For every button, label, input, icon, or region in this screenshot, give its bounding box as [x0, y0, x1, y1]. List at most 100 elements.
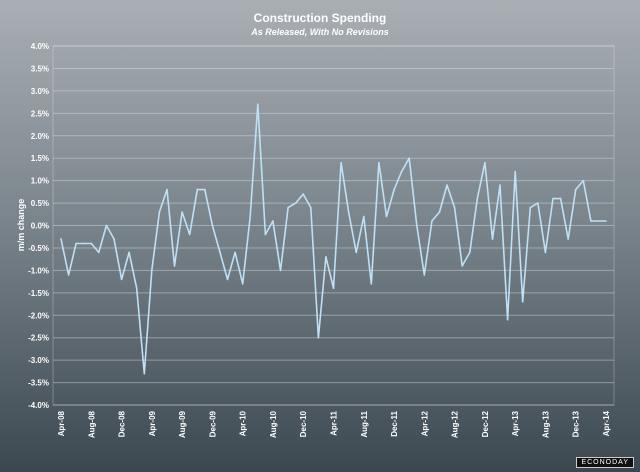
data-point [135, 287, 138, 290]
y-tick-label: 3.0% [31, 87, 49, 96]
data-point [446, 184, 448, 186]
data-point [552, 197, 554, 200]
data-point [173, 265, 176, 267]
x-tick-label: Apr-09 [148, 410, 157, 436]
data-point [166, 188, 168, 191]
x-tick-label: Aug-12 [451, 410, 460, 438]
data-point [408, 157, 410, 159]
data-point [120, 278, 123, 281]
data-point [226, 278, 229, 281]
y-tick-label: 1.5% [31, 154, 49, 163]
data-point [468, 251, 471, 254]
data-point [181, 211, 183, 213]
data-point [241, 283, 244, 285]
data-point [340, 161, 342, 164]
chart-subtitle: As Released, With No Revisions [251, 27, 389, 37]
data-point [544, 251, 547, 254]
x-tick-label: Apr-08 [57, 410, 66, 436]
data-point [325, 256, 327, 258]
data-point [582, 179, 585, 182]
data-point [590, 220, 592, 222]
data-point [370, 283, 373, 285]
data-point [461, 265, 463, 267]
x-tick-label: Aug-10 [269, 410, 278, 438]
y-tick-label: 3.5% [31, 64, 49, 73]
data-point [506, 318, 509, 321]
data-point [431, 220, 433, 222]
data-point [249, 215, 252, 218]
x-tick-label: Dec-11 [390, 410, 399, 436]
x-tick-label: Aug-11 [360, 410, 369, 437]
y-tick-label: -1.5% [28, 289, 49, 298]
y-tick-label: 2.0% [31, 132, 49, 141]
chart-title: Construction Spending [253, 11, 387, 25]
y-tick-label: -1.0% [28, 266, 49, 275]
data-point [279, 269, 282, 272]
y-tick-label: -2.5% [28, 334, 49, 343]
data-point [294, 202, 297, 204]
x-tick-label: Dec-09 [208, 410, 217, 437]
data-point [484, 161, 486, 164]
data-point [82, 242, 85, 245]
data-point [98, 251, 100, 254]
data-point [317, 336, 320, 339]
x-tick-label: Dec-13 [572, 410, 581, 437]
y-tick-label: -3.5% [28, 379, 49, 388]
data-point [188, 233, 191, 236]
series-line [60, 103, 606, 375]
x-tick-label: Apr-12 [420, 410, 429, 436]
x-tick-label: Apr-14 [602, 410, 611, 436]
y-tick-label: 0.5% [31, 199, 49, 208]
x-tick-label: Aug-08 [87, 410, 96, 438]
data-point [332, 287, 335, 290]
data-point [423, 274, 426, 276]
data-point [309, 206, 312, 209]
data-point [90, 242, 93, 245]
data-point [151, 269, 153, 272]
data-point [60, 238, 62, 240]
y-tick-label: -2.0% [28, 311, 49, 320]
data-point [257, 103, 259, 106]
data-point [378, 161, 380, 164]
data-point [355, 251, 358, 254]
data-point [605, 220, 607, 222]
data-point [537, 202, 539, 204]
data-point [476, 197, 479, 200]
data-point [158, 211, 161, 213]
data-point [75, 242, 77, 245]
x-tick-label: Aug-13 [541, 410, 550, 438]
data-point [264, 233, 267, 236]
econoday-logo: ECONODAY [576, 457, 634, 468]
y-tick-label: -3.0% [28, 356, 49, 365]
data-point [597, 220, 600, 222]
data-point [567, 238, 569, 240]
x-tick-label: Dec-10 [299, 410, 308, 437]
data-point [415, 224, 418, 227]
data-point [272, 220, 274, 222]
data-point [393, 188, 395, 191]
x-tick-label: Aug-09 [178, 410, 187, 438]
data-point [128, 251, 130, 254]
x-tick-label: Apr-10 [239, 410, 248, 436]
data-point [514, 170, 516, 173]
data-point [559, 197, 562, 200]
data-point [491, 238, 494, 240]
data-point [400, 170, 403, 173]
data-point [211, 224, 214, 227]
x-tick-label: Dec-08 [118, 410, 127, 437]
data-point [574, 188, 577, 191]
data-point [521, 300, 524, 303]
y-tick-label: 2.5% [31, 109, 49, 118]
data-point [143, 372, 146, 375]
data-point [204, 188, 206, 191]
data-point [234, 251, 236, 254]
data-point [219, 251, 221, 254]
plot-area [52, 45, 615, 406]
data-point [105, 224, 108, 227]
data-point [362, 215, 365, 218]
data-point [438, 211, 441, 213]
data-point [113, 238, 115, 240]
data-point [347, 211, 350, 213]
data-point [385, 215, 388, 218]
